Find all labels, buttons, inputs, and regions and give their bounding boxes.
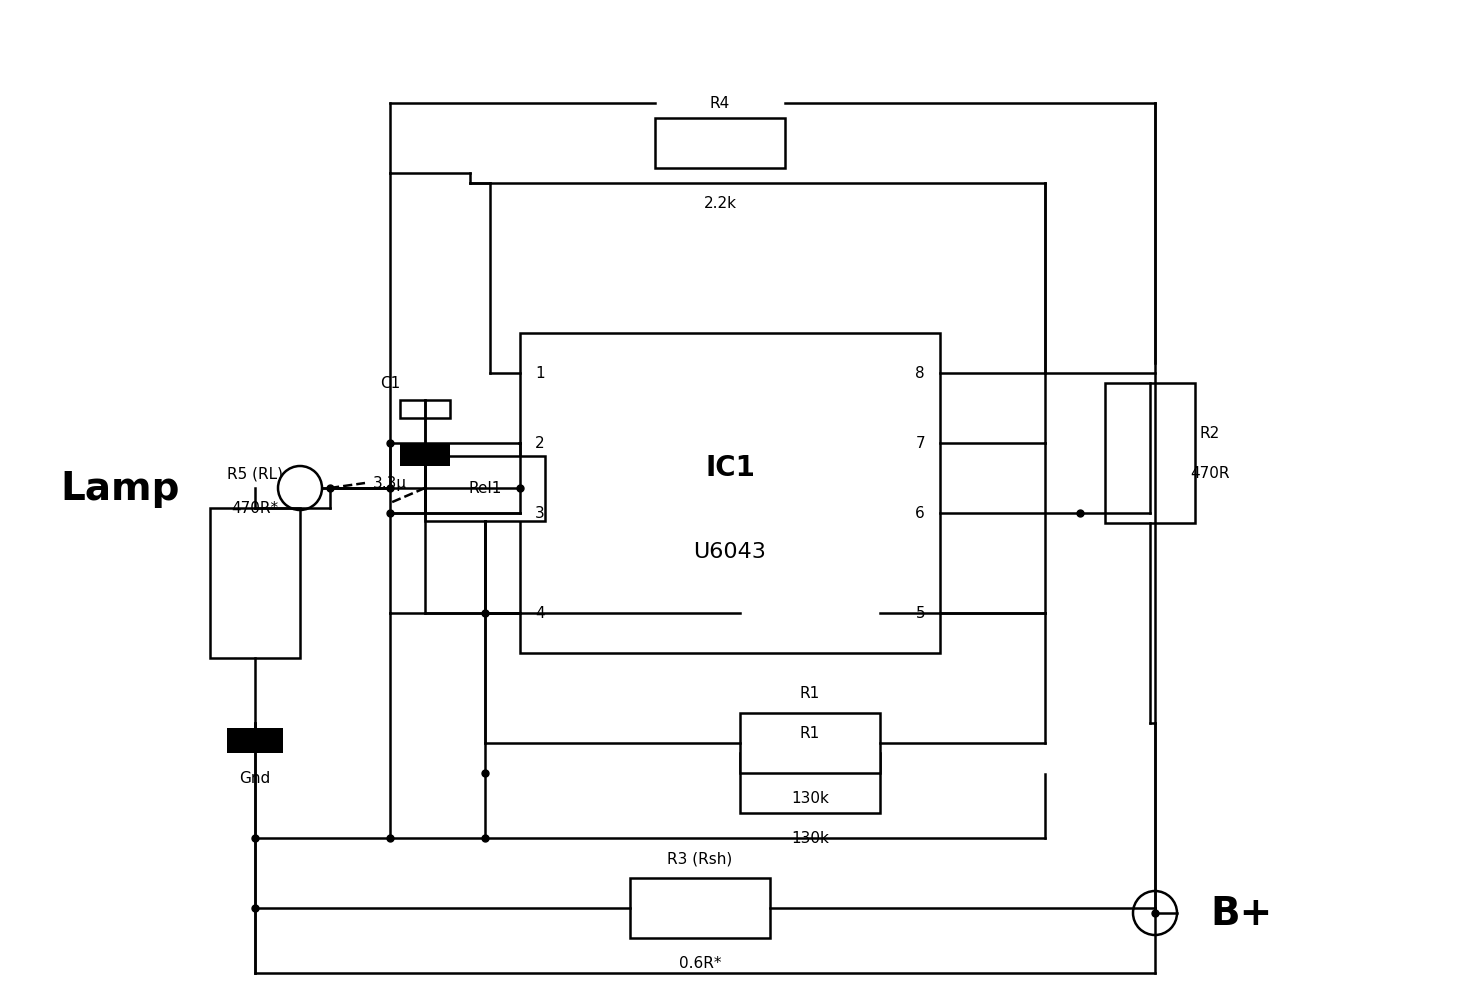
Text: 0.6R*: 0.6R* [679, 956, 722, 971]
Bar [400, 400, 450, 418]
Bar [1106, 383, 1196, 524]
Text: IC1: IC1 [706, 454, 754, 481]
Text: 5: 5 [915, 606, 925, 621]
Text: C1: C1 [379, 376, 400, 391]
Bar [655, 119, 785, 169]
Text: 3.3μ: 3.3μ [373, 476, 407, 491]
Text: 130k: 130k [791, 830, 830, 846]
Text: 2: 2 [534, 436, 545, 451]
Text: 3: 3 [534, 506, 545, 521]
Text: 7: 7 [915, 436, 925, 451]
Text: 4: 4 [534, 606, 545, 621]
Bar [400, 444, 450, 466]
Text: 6: 6 [915, 506, 925, 521]
Bar [630, 878, 770, 938]
Bar [739, 753, 880, 813]
Text: R5 (RL): R5 (RL) [227, 466, 283, 481]
Text: 8: 8 [915, 366, 925, 381]
Text: U6043: U6043 [694, 541, 766, 561]
Bar [739, 713, 880, 773]
Text: 470R: 470R [1190, 466, 1230, 481]
Text: 130k: 130k [791, 790, 830, 805]
Text: Rel1: Rel1 [468, 481, 502, 496]
Bar [210, 509, 300, 658]
Text: Lamp: Lamp [61, 469, 180, 508]
Bar [227, 728, 283, 753]
Bar [425, 456, 545, 521]
Text: R4: R4 [710, 96, 731, 111]
Text: 470R*: 470R* [232, 502, 279, 516]
Text: R1: R1 [800, 726, 821, 741]
Text: R3 (Rsh): R3 (Rsh) [667, 851, 732, 866]
Text: R1: R1 [800, 686, 821, 701]
Text: R2: R2 [1200, 426, 1221, 441]
Bar [520, 334, 940, 653]
Text: Gnd: Gnd [239, 770, 270, 785]
Text: 2.2k: 2.2k [704, 197, 737, 212]
Text: 1: 1 [534, 366, 545, 381]
Text: B+: B+ [1210, 894, 1272, 932]
